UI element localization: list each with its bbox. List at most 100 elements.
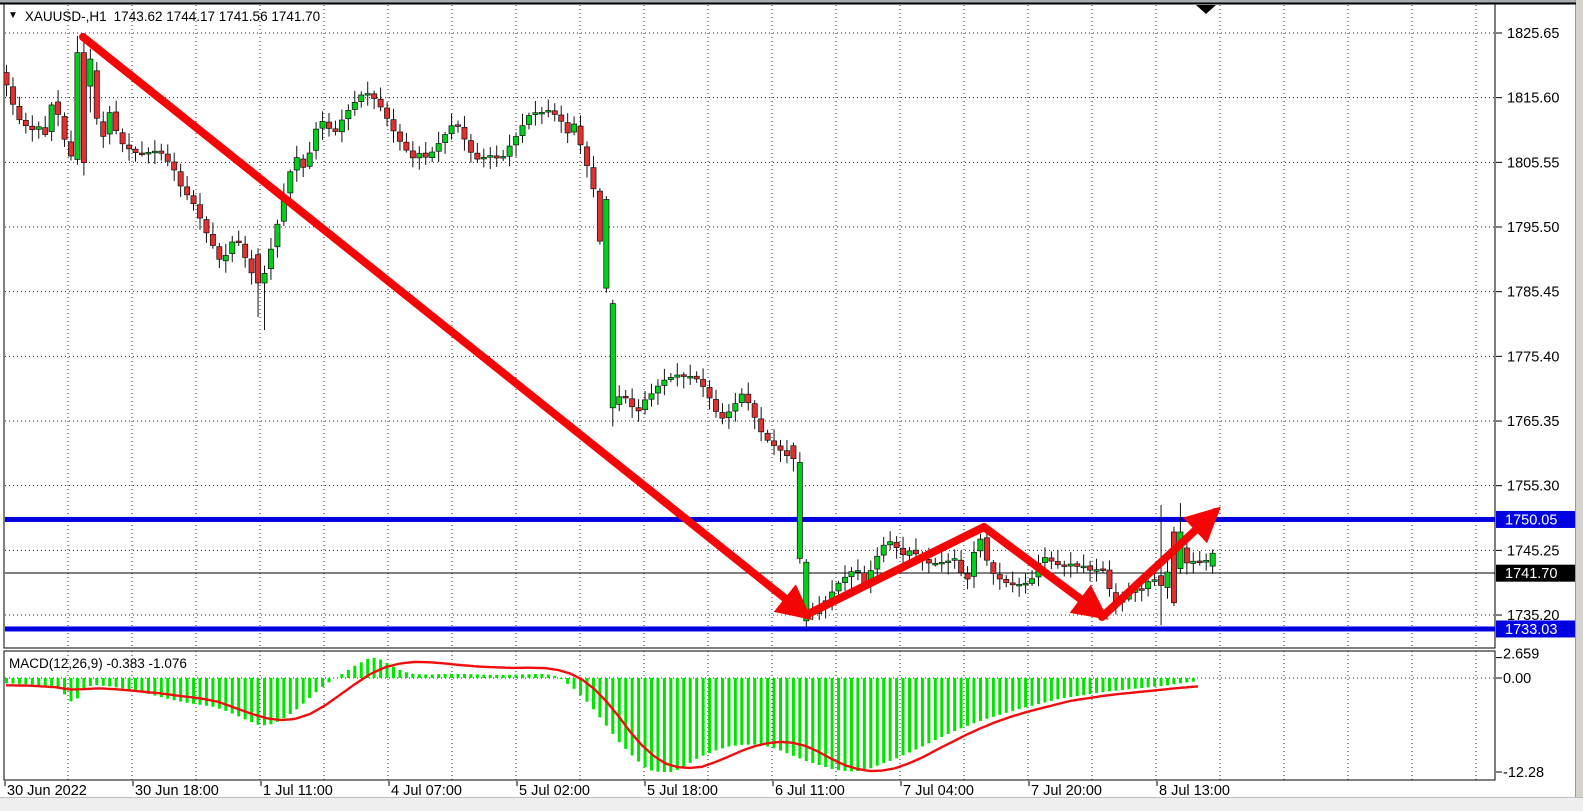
candle-body[interactable] [1209,552,1216,567]
candle-body[interactable] [416,153,423,159]
candle-body[interactable] [1022,582,1029,586]
candle-body[interactable] [661,379,668,386]
candle-body[interactable] [197,204,203,219]
candle-body[interactable] [113,111,120,131]
candle-body[interactable] [248,258,255,274]
candle-body[interactable] [848,571,855,577]
candle-body[interactable] [203,219,210,234]
candle-body[interactable] [242,243,249,258]
candle-body[interactable] [958,559,965,573]
candle-body[interactable] [397,131,403,142]
candle-body[interactable] [990,562,997,574]
candle-body[interactable] [783,450,790,456]
candle-body[interactable] [1080,565,1087,569]
candle-body[interactable] [68,141,74,157]
candle-body[interactable] [532,112,539,115]
candle-body[interactable] [584,146,590,166]
candle-body[interactable] [80,52,87,164]
candle-body[interactable] [1145,581,1152,590]
candle-body[interactable] [700,379,707,387]
candle-body[interactable] [964,573,971,580]
trend-arrow[interactable] [802,523,988,619]
candle-body[interactable] [506,145,513,157]
candle-body[interactable] [1158,575,1164,586]
candle-body[interactable] [184,186,191,196]
candle-body[interactable] [16,106,23,121]
candle-body[interactable] [1151,579,1158,582]
candle-body[interactable] [900,547,907,555]
candle-body[interactable] [403,141,410,151]
candle-body[interactable] [719,412,726,419]
trend-arrows[interactable] [79,33,1221,621]
candle-body[interactable] [377,98,384,108]
candle-body[interactable] [1138,588,1145,591]
candle-body[interactable] [293,157,300,171]
candle-body[interactable] [1074,563,1081,567]
candle-body[interactable] [48,104,55,132]
candle-body[interactable] [977,538,984,552]
candle-body[interactable] [222,255,229,262]
candle-body[interactable] [738,393,745,403]
candle-body[interactable] [951,558,958,561]
candle-body[interactable] [139,152,145,155]
candle-body[interactable] [945,560,952,563]
candle-body[interactable] [268,248,274,270]
price-axis[interactable]: 1825.65 1815.60 1805.55 1795.50 1785.45 1775.… [1496,26,1575,781]
candle-body[interactable] [880,544,887,556]
candle-body[interactable] [1054,561,1061,566]
candle-body[interactable] [1067,563,1074,567]
candle-body[interactable] [29,125,36,131]
symbol-dropdown-icon[interactable]: ▼ [8,10,18,21]
candle-body[interactable] [796,462,803,559]
candle-body[interactable] [558,114,565,122]
candle-body[interactable] [596,190,603,242]
candle-body[interactable] [371,93,378,99]
candle-body[interactable] [390,119,397,132]
candle-body[interactable] [777,445,784,451]
candle-body[interactable] [422,152,429,158]
candle-body[interactable] [732,403,739,412]
candle-body[interactable] [545,110,552,113]
candle-body[interactable] [74,52,81,160]
candle-body[interactable] [1196,560,1203,563]
candle-body[interactable] [764,432,771,441]
candle-body[interactable] [429,151,436,158]
candle-body[interactable] [35,126,42,130]
candle-body[interactable] [1100,568,1106,571]
candle-body[interactable] [635,407,642,412]
candle-body[interactable] [474,152,481,160]
candle-body[interactable] [132,148,139,153]
candle-body[interactable] [100,121,107,137]
candle-body[interactable] [932,562,939,566]
candle-body[interactable] [674,374,681,378]
level-line[interactable] [5,516,1495,522]
candle-body[interactable] [106,112,113,135]
level-line[interactable] [5,626,1495,632]
trend-arrow[interactable] [79,33,813,620]
candle-body[interactable] [93,70,100,119]
time-axis[interactable]: 30 Jun 2022 30 Jun 18:00 1 Jul 11:00 4 Jul … [4,781,1230,799]
candle-body[interactable] [190,195,197,205]
candle-body[interactable] [3,72,10,86]
candle-body[interactable] [326,121,332,129]
candle-body[interactable] [229,241,236,254]
candle-body[interactable] [887,541,894,546]
candle-body[interactable] [164,153,171,162]
candle-body[interactable] [255,254,261,284]
candle-body[interactable] [158,150,165,154]
candle-body[interactable] [87,58,94,87]
candle-body[interactable] [261,272,268,284]
candle-body[interactable] [1190,560,1197,564]
candle-body[interactable] [983,537,990,561]
candle-body[interactable] [912,549,919,555]
candle-body[interactable] [648,393,655,400]
candle-body[interactable] [345,110,352,120]
candle-body[interactable] [119,132,126,145]
candle-body[interactable] [364,93,371,96]
candle-body[interactable] [500,156,507,159]
candle-body[interactable] [725,411,732,418]
candle-body[interactable] [706,387,713,399]
candle-body[interactable] [1164,571,1171,588]
candle-body[interactable] [590,167,597,190]
